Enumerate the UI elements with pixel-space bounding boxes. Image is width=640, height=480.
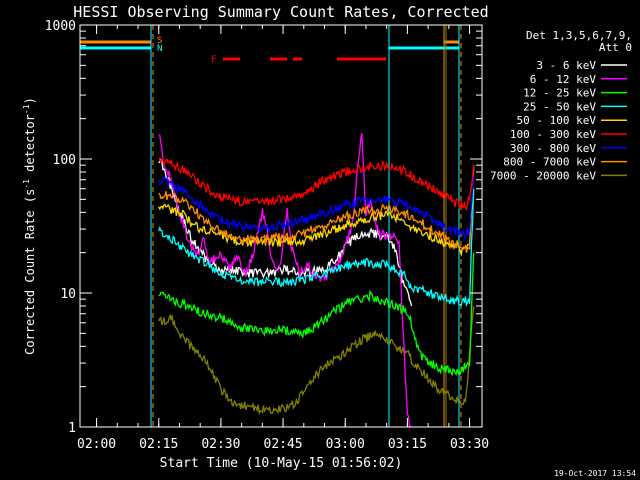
legend-label: 7000 - 20000 keV — [490, 169, 596, 182]
flag-bars: SN F — [80, 25, 462, 427]
series-line-3 — [158, 188, 475, 308]
x-axis-label: Start Time (10-May-15 01:56:02) — [160, 456, 403, 471]
chart-title: HESSI Observing Summary Count Rates, Cor… — [73, 3, 488, 21]
flare-flag-label: F — [211, 55, 216, 65]
series-line-2 — [158, 252, 475, 377]
legend-label: 800 - 7000 keV — [503, 156, 596, 169]
saa-flag-label: S — [157, 36, 162, 46]
x-tick-label: 03:15 — [388, 437, 427, 452]
legend-label: 3 - 6 keV — [536, 59, 596, 72]
y-axis-label: Corrected Count Rate (s-1 detector-1) — [22, 97, 37, 355]
x-tick-label: 02:30 — [201, 437, 240, 452]
timestamp: 19-Oct-2017 13:54 — [554, 469, 636, 478]
legend-label: 25 - 50 keV — [523, 100, 596, 113]
y-axis: 1 10 100 1000 — [45, 19, 482, 436]
y-tick-label: 10 — [60, 287, 76, 302]
y-axis-label-sup2: -1 — [22, 104, 31, 114]
legend-label: 100 - 300 keV — [510, 128, 596, 141]
plot-frame — [79, 24, 483, 428]
y-tick-label: 100 — [53, 153, 76, 168]
series-line-7 — [158, 168, 475, 253]
series-line-0 — [158, 158, 413, 307]
x-axis: 02:00 02:15 02:30 02:45 03:00 03:15 03:30 — [77, 25, 489, 452]
y-tick-label: 1 — [68, 421, 76, 436]
series-lines — [158, 133, 475, 428]
y-tick-label: 1000 — [45, 19, 76, 34]
y-axis-label-end: ) — [23, 97, 37, 104]
x-tick-label: 03:00 — [326, 437, 365, 452]
night-flag-label: N — [157, 44, 162, 54]
y-axis-label-main: Corrected Count Rate (s — [23, 189, 37, 355]
legend-label: 300 - 800 keV — [510, 142, 596, 155]
y-axis-label-sup1: -1 — [22, 179, 31, 189]
series-line-1 — [158, 133, 412, 428]
x-tick-label: 02:45 — [264, 437, 303, 452]
y-axis-label-mid: detector — [23, 114, 37, 179]
legend-label: 12 - 25 keV — [523, 87, 596, 100]
x-tick-label: 02:15 — [139, 437, 178, 452]
legend-header-2: Att 0 — [599, 41, 632, 54]
series-line-8 — [158, 305, 475, 416]
x-tick-label: 03:30 — [450, 437, 489, 452]
series-line-5 — [158, 157, 475, 211]
legend-header-1: Det 1,3,5,6,7,9, — [526, 29, 632, 42]
series-line-6 — [158, 175, 475, 241]
legend-label: 6 - 12 keV — [530, 73, 597, 86]
legend-label: 50 - 100 keV — [517, 114, 597, 127]
x-tick-label: 02:00 — [77, 437, 116, 452]
